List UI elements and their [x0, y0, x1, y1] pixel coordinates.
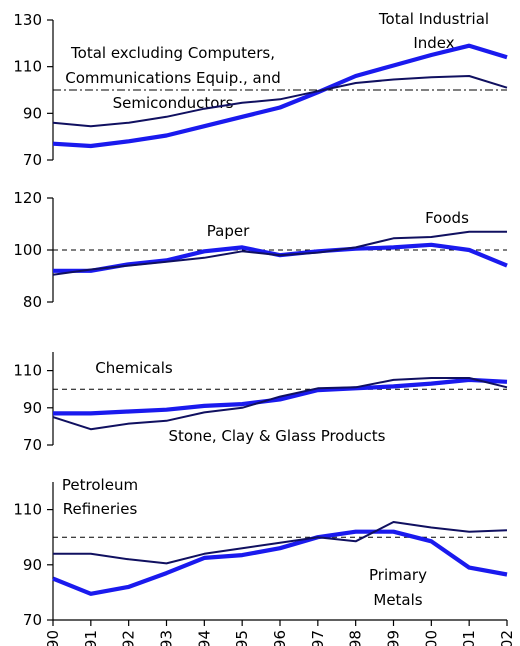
- label-total-excluding-3: Semiconductors: [113, 94, 234, 112]
- thin-series-line-panel-3: [52, 377, 508, 431]
- label-total-industrial-2: Index: [413, 34, 454, 52]
- y-tick-label-panel-4: 70: [23, 611, 42, 629]
- x-tick-label: 1992: [120, 630, 138, 646]
- y-tick-label-panel-4: 90: [23, 556, 42, 574]
- label-primary-2: Metals: [373, 591, 422, 609]
- x-tick-label: 1998: [347, 630, 365, 646]
- label-paper: Paper: [207, 222, 250, 240]
- label-total-industrial-1: Total Industrial: [378, 10, 489, 28]
- thick-series-line-panel-4: [52, 529, 508, 596]
- label-foods: Foods: [425, 209, 469, 227]
- x-tick-label: 2000: [422, 630, 440, 646]
- x-tick-label: 1996: [271, 630, 289, 646]
- thin-series-line-panel-4: [53, 521, 508, 565]
- thick-series-line-panel-3: [53, 377, 508, 416]
- label-primary-1: Primary: [369, 566, 427, 584]
- y-tick-label-panel-1: 110: [13, 58, 42, 76]
- x-tick-label: 2001: [460, 630, 478, 646]
- x-tick-label: 1997: [309, 630, 327, 646]
- thick-series-line-panel-1: [52, 43, 508, 149]
- x-tick-label: 1994: [195, 630, 213, 646]
- y-tick-label-panel-3: 70: [23, 436, 42, 454]
- chart-marks: 70 90 110 130 80 100 120 70 90 110 70 90 110 1990 1991…: [13, 11, 516, 646]
- y-tick-label-panel-2: 100: [13, 241, 42, 259]
- x-tick-label: 1999: [385, 630, 403, 646]
- x-tick-label: 2002: [498, 630, 516, 646]
- label-chemicals: Chemicals: [95, 359, 173, 377]
- y-tick-label-panel-3: 110: [13, 362, 42, 380]
- y-tick-label-panel-1: 70: [23, 151, 42, 169]
- label-stone-clay-glass: Stone, Clay & Glass Products: [169, 427, 386, 445]
- y-tick-label-panel-3: 90: [23, 399, 42, 417]
- x-tick-label: 1993: [158, 630, 176, 646]
- x-tick-label: 1991: [82, 630, 100, 646]
- y-tick-label-panel-2: 80: [23, 293, 42, 311]
- y-tick-label-panel-4: 110: [13, 501, 42, 519]
- label-petroleum-2: Refineries: [63, 500, 138, 518]
- y-tick-label-panel-1: 90: [23, 104, 42, 122]
- x-tick-label: 1995: [233, 630, 251, 646]
- x-tick-label: 1990: [44, 630, 62, 646]
- thin-series-line-panel-1: [52, 75, 508, 128]
- label-petroleum-1: Petroleum: [62, 476, 138, 494]
- label-total-excluding-2: Communications Equip., and: [65, 69, 281, 87]
- thin-series-line-panel-2: [52, 230, 507, 276]
- y-tick-label-panel-1: 130: [13, 11, 42, 29]
- y-tick-label-panel-2: 120: [13, 189, 42, 207]
- label-total-excluding-1: Total excluding Computers,: [70, 44, 275, 62]
